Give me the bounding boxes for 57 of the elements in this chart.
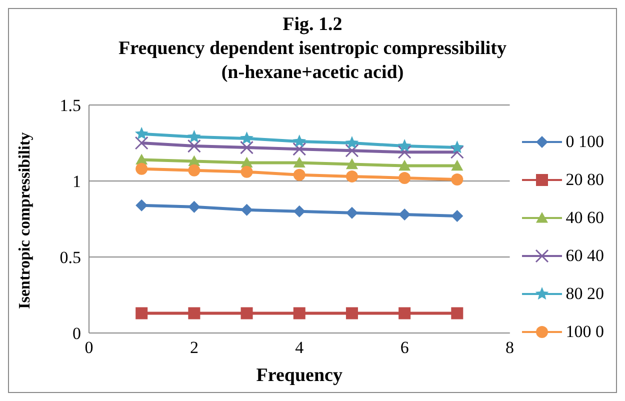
x-tick-label: 6 (400, 338, 409, 358)
y-tick-label: 0.5 (60, 248, 81, 268)
chart-title: Fig. 1.2 Frequency dependent isentropic compressibility (n-hexane+acetic acid) (118, 13, 508, 85)
legend-label: 20 80 (566, 170, 604, 190)
point (188, 164, 200, 176)
point (398, 172, 411, 184)
point (451, 307, 464, 320)
x-tick-label: 0 (84, 338, 94, 358)
point (398, 145, 412, 159)
y-tick-label: 1 (72, 172, 81, 192)
point (187, 139, 201, 153)
legend-label: 80 20 (566, 284, 604, 304)
point (240, 131, 254, 144)
point (136, 162, 148, 175)
point (398, 139, 412, 152)
legend-label: 60 40 (566, 246, 604, 266)
point (188, 130, 201, 143)
point (134, 136, 148, 150)
legend-label: 40 60 (566, 208, 604, 228)
point (292, 142, 306, 156)
point (398, 208, 411, 220)
x-axis-title: Frequency (256, 365, 343, 386)
point (134, 126, 148, 140)
x-tick-label: 8 (506, 338, 514, 358)
point (450, 140, 464, 154)
y-axis-title: Isentropic compressibility (16, 132, 34, 309)
x-tick-label: 2 (190, 338, 198, 358)
y-tick-label: 0 (72, 324, 81, 344)
point (450, 145, 464, 159)
point (345, 144, 359, 158)
point (292, 134, 306, 148)
point (346, 170, 358, 182)
point (240, 140, 254, 154)
point (346, 206, 358, 219)
point (451, 160, 464, 171)
legend-label: 0 100 (566, 132, 604, 152)
point (398, 160, 411, 171)
point (293, 307, 306, 320)
point (136, 307, 148, 320)
point (346, 158, 358, 170)
point (240, 166, 253, 178)
point (293, 156, 306, 168)
point (293, 168, 306, 181)
x-tick-label: 4 (295, 338, 304, 358)
point (188, 307, 200, 320)
point (398, 307, 411, 320)
point (136, 199, 148, 212)
point (451, 173, 464, 186)
point (345, 136, 359, 149)
point (240, 307, 253, 320)
point (188, 200, 200, 213)
y-tick-label: 1.5 (60, 96, 81, 116)
point (451, 210, 464, 222)
point (346, 307, 358, 320)
point (293, 205, 306, 218)
point (240, 204, 253, 216)
legend-label: 100 0 (566, 322, 604, 342)
